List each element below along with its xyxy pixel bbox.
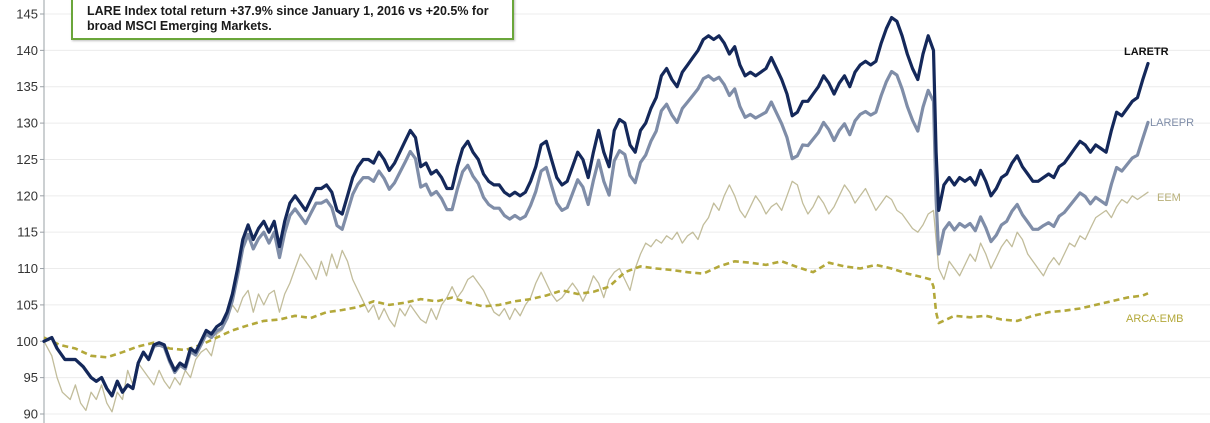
annotation-box: LARE Index total return +37.9% since Jan… [71, 0, 514, 40]
y-tick-label: 145 [16, 7, 38, 22]
series-label-arca-emb: ARCA:EMB [1126, 313, 1183, 325]
series-line-arca-emb [43, 260, 1149, 359]
y-tick-label: 100 [16, 334, 38, 349]
series-line-larepr [42, 69, 1150, 398]
series-label-eem: EEM [1157, 192, 1181, 204]
y-tick-label: 140 [16, 43, 38, 58]
y-axis: 90 95 100 105 110 115 120 125 130 135 140 145 [16, 0, 45, 423]
y-tick-label: 125 [16, 152, 38, 167]
series-label-larepr: LAREPR [1150, 117, 1194, 129]
y-tick-label: 105 [16, 297, 38, 312]
y-tick-label: 130 [16, 116, 38, 131]
y-tick-label: 110 [17, 261, 38, 276]
y-tick-label: 95 [24, 370, 38, 385]
annotation-text: LARE Index total return +37.9% since Jan… [87, 4, 489, 33]
y-tick-label: 90 [24, 407, 38, 422]
y-tick-label: 135 [16, 79, 38, 94]
series-label-laretr: LARETR [1124, 46, 1169, 58]
series-labels: EEM ARCA:EMB LAREPR LARETR [1124, 46, 1194, 325]
grid-lines [44, 13, 1210, 415]
series-line-eem [43, 180, 1149, 413]
series-lines [42, 16, 1150, 413]
y-tick-label: 115 [17, 225, 38, 240]
series-line-laretr [42, 16, 1150, 398]
y-tick-label: 120 [16, 188, 38, 203]
